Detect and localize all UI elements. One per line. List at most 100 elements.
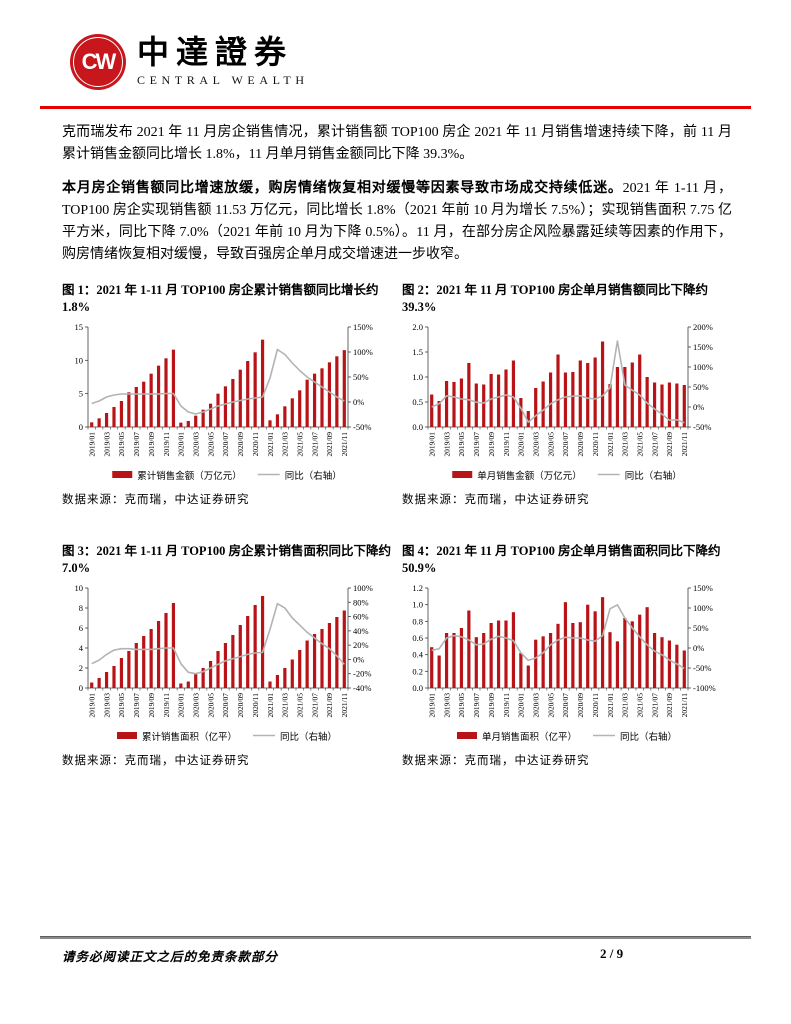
svg-text:2020/11: 2020/11 bbox=[251, 432, 260, 457]
svg-text:8: 8 bbox=[79, 603, 83, 613]
svg-text:2020/11: 2020/11 bbox=[591, 693, 600, 718]
svg-text:2020/05: 2020/05 bbox=[546, 693, 555, 718]
svg-text:2019/09: 2019/09 bbox=[147, 432, 156, 457]
svg-text:-100%: -100% bbox=[693, 683, 716, 693]
paragraph-summary: 克而瑞发布 2021 年 11 月房企销售情况，累计销售额 TOP100 房企 … bbox=[62, 125, 732, 162]
svg-text:2019/01: 2019/01 bbox=[428, 432, 437, 457]
svg-text:0.4: 0.4 bbox=[412, 650, 423, 660]
svg-text:15: 15 bbox=[75, 322, 84, 332]
svg-text:2021/05: 2021/05 bbox=[636, 432, 645, 457]
svg-text:2021/11: 2021/11 bbox=[680, 693, 689, 718]
svg-text:200%: 200% bbox=[693, 322, 713, 332]
figure-3-chart: 10 8 6 4 2 0 100% 80% 60% 40% 20% 0% -20% -40% 2019/01… bbox=[62, 582, 392, 746]
svg-text:2020/09: 2020/09 bbox=[576, 693, 585, 718]
svg-text:6: 6 bbox=[79, 623, 83, 633]
svg-text:50%: 50% bbox=[693, 623, 709, 633]
figure-4-title: 图 4：2021 年 11 月 TOP100 房企单月销售面积同比下降约 50.… bbox=[402, 544, 721, 575]
svg-text:累计销售金额（万亿元）: 累计销售金额（万亿元） bbox=[137, 470, 242, 482]
svg-text:2020/11: 2020/11 bbox=[251, 693, 260, 718]
figure-3-title: 图 3：2021 年 1-11 月 TOP100 房企累计销售面积同比下降约 7… bbox=[62, 544, 391, 575]
svg-text:-50%: -50% bbox=[353, 422, 371, 432]
svg-text:1.0: 1.0 bbox=[412, 372, 423, 382]
svg-text:100%: 100% bbox=[693, 603, 713, 613]
company-logo: CW bbox=[70, 34, 126, 90]
svg-text:0: 0 bbox=[79, 422, 83, 432]
brand-name-english: CENTRAL WEALTH bbox=[137, 73, 309, 87]
svg-text:2021/03: 2021/03 bbox=[621, 693, 630, 718]
svg-text:2019/11: 2019/11 bbox=[162, 432, 171, 457]
figure-1-chart: 15 10 5 0 150% 100% 50% 0% -50% 2019/01 2019/03 201… bbox=[62, 321, 392, 485]
svg-text:150%: 150% bbox=[693, 583, 713, 593]
svg-text:10: 10 bbox=[75, 583, 84, 593]
svg-text:2021/05: 2021/05 bbox=[296, 693, 305, 718]
svg-text:2021/05: 2021/05 bbox=[296, 432, 305, 457]
svg-text:0.6: 0.6 bbox=[412, 633, 423, 643]
paragraph-analysis-rest: 2021 年 1-11 月，TOP100 房企实现销售额 11.53 万亿元，同… bbox=[62, 181, 732, 262]
svg-text:2021/07: 2021/07 bbox=[650, 432, 659, 457]
svg-text:0%: 0% bbox=[693, 402, 704, 412]
svg-text:2019/05: 2019/05 bbox=[117, 693, 126, 718]
svg-text:2020/05: 2020/05 bbox=[546, 432, 555, 457]
figure-2: 图 2：2021 年 11 月 TOP100 房企单月销售额同比下降约 39.3… bbox=[402, 282, 732, 507]
svg-text:2019/07: 2019/07 bbox=[472, 432, 481, 457]
svg-text:2020/07: 2020/07 bbox=[221, 693, 230, 718]
svg-text:2020/07: 2020/07 bbox=[561, 693, 570, 718]
figure-2-source: 数据来源：克而瑞，中达证券研究 bbox=[402, 494, 590, 506]
figure-3-source: 数据来源：克而瑞，中达证券研究 bbox=[62, 755, 250, 767]
svg-text:2019/07: 2019/07 bbox=[472, 693, 481, 718]
svg-text:2019/05: 2019/05 bbox=[457, 432, 466, 457]
svg-text:2021/09: 2021/09 bbox=[325, 693, 334, 718]
svg-text:-20%: -20% bbox=[353, 669, 371, 679]
paragraph-analysis: 本月房企销售额同比增速放缓，购房情绪恢复相对缓慢等因素导致市场成交持续低迷。20… bbox=[62, 178, 732, 266]
svg-text:2019/01: 2019/01 bbox=[428, 693, 437, 718]
svg-text:2020/01: 2020/01 bbox=[517, 693, 526, 718]
report-header: CW 中達證券 CENTRAL WEALTH bbox=[70, 34, 309, 90]
svg-text:2020/05: 2020/05 bbox=[206, 693, 215, 718]
svg-text:20%: 20% bbox=[353, 640, 369, 650]
report-body: 克而瑞发布 2021 年 11 月房企销售情况，累计销售额 TOP100 房企 … bbox=[62, 122, 732, 768]
svg-text:2020/03: 2020/03 bbox=[532, 432, 541, 457]
svg-text:2019/11: 2019/11 bbox=[502, 432, 511, 457]
svg-text:同比（右轴）: 同比（右轴） bbox=[625, 470, 682, 482]
svg-text:2020/11: 2020/11 bbox=[591, 432, 600, 457]
svg-text:2021/01: 2021/01 bbox=[606, 432, 615, 457]
svg-text:0%: 0% bbox=[693, 643, 704, 653]
svg-text:单月销售面积（亿平）: 单月销售面积（亿平） bbox=[482, 731, 577, 743]
svg-text:2021/03: 2021/03 bbox=[281, 693, 290, 718]
svg-text:2021/09: 2021/09 bbox=[325, 432, 334, 457]
svg-text:2019/03: 2019/03 bbox=[442, 432, 451, 457]
brand-name-chinese: 中達證券 bbox=[137, 34, 294, 70]
svg-text:2019/03: 2019/03 bbox=[102, 432, 111, 457]
svg-text:0.0: 0.0 bbox=[412, 422, 423, 432]
page-number: 2 / 9 bbox=[600, 946, 624, 961]
svg-text:2.0: 2.0 bbox=[412, 322, 423, 332]
figure-3: 图 3：2021 年 1-11 月 TOP100 房企累计销售面积同比下降约 7… bbox=[62, 543, 392, 768]
svg-text:2021/11: 2021/11 bbox=[340, 432, 349, 457]
footer-rule bbox=[40, 936, 751, 939]
svg-text:2019/11: 2019/11 bbox=[162, 693, 171, 718]
paragraph-analysis-lead: 本月房企销售额同比增速放缓，购房情绪恢复相对缓慢等因素导致市场成交持续低迷。 bbox=[62, 181, 623, 196]
svg-text:2019/01: 2019/01 bbox=[88, 432, 97, 457]
svg-text:2021/07: 2021/07 bbox=[310, 432, 319, 457]
svg-text:2020/05: 2020/05 bbox=[206, 432, 215, 457]
svg-text:5: 5 bbox=[79, 389, 83, 399]
svg-text:2020/03: 2020/03 bbox=[192, 693, 201, 718]
figure-grid: 图 1：2021 年 1-11 月 TOP100 房企累计销售额同比增长约 1.… bbox=[62, 282, 732, 768]
svg-text:0.0: 0.0 bbox=[412, 683, 423, 693]
figure-1: 图 1：2021 年 1-11 月 TOP100 房企累计销售额同比增长约 1.… bbox=[62, 282, 392, 507]
svg-text:2021/07: 2021/07 bbox=[650, 693, 659, 718]
svg-text:1.0: 1.0 bbox=[412, 600, 423, 610]
svg-text:2021/01: 2021/01 bbox=[606, 693, 615, 718]
figure-4-source: 数据来源：克而瑞，中达证券研究 bbox=[402, 755, 590, 767]
figure-4-chart: 1.2 1.0 0.8 0.6 0.4 0.2 0.0 150% 100% 50% 0% -50% -1… bbox=[402, 582, 732, 746]
svg-text:2021/11: 2021/11 bbox=[340, 693, 349, 718]
header-red-rule bbox=[40, 106, 751, 109]
svg-text:同比（右轴）: 同比（右轴） bbox=[620, 731, 677, 743]
svg-text:100%: 100% bbox=[693, 362, 713, 372]
svg-text:2019/09: 2019/09 bbox=[487, 432, 496, 457]
figure-2-chart: 2.0 1.5 1.0 0.5 0.0 200% 150% 100% 50% 0% -50% 2019… bbox=[402, 321, 732, 485]
svg-text:同比（右轴）: 同比（右轴） bbox=[280, 731, 337, 743]
svg-text:-50%: -50% bbox=[693, 663, 711, 673]
svg-text:80%: 80% bbox=[353, 597, 369, 607]
